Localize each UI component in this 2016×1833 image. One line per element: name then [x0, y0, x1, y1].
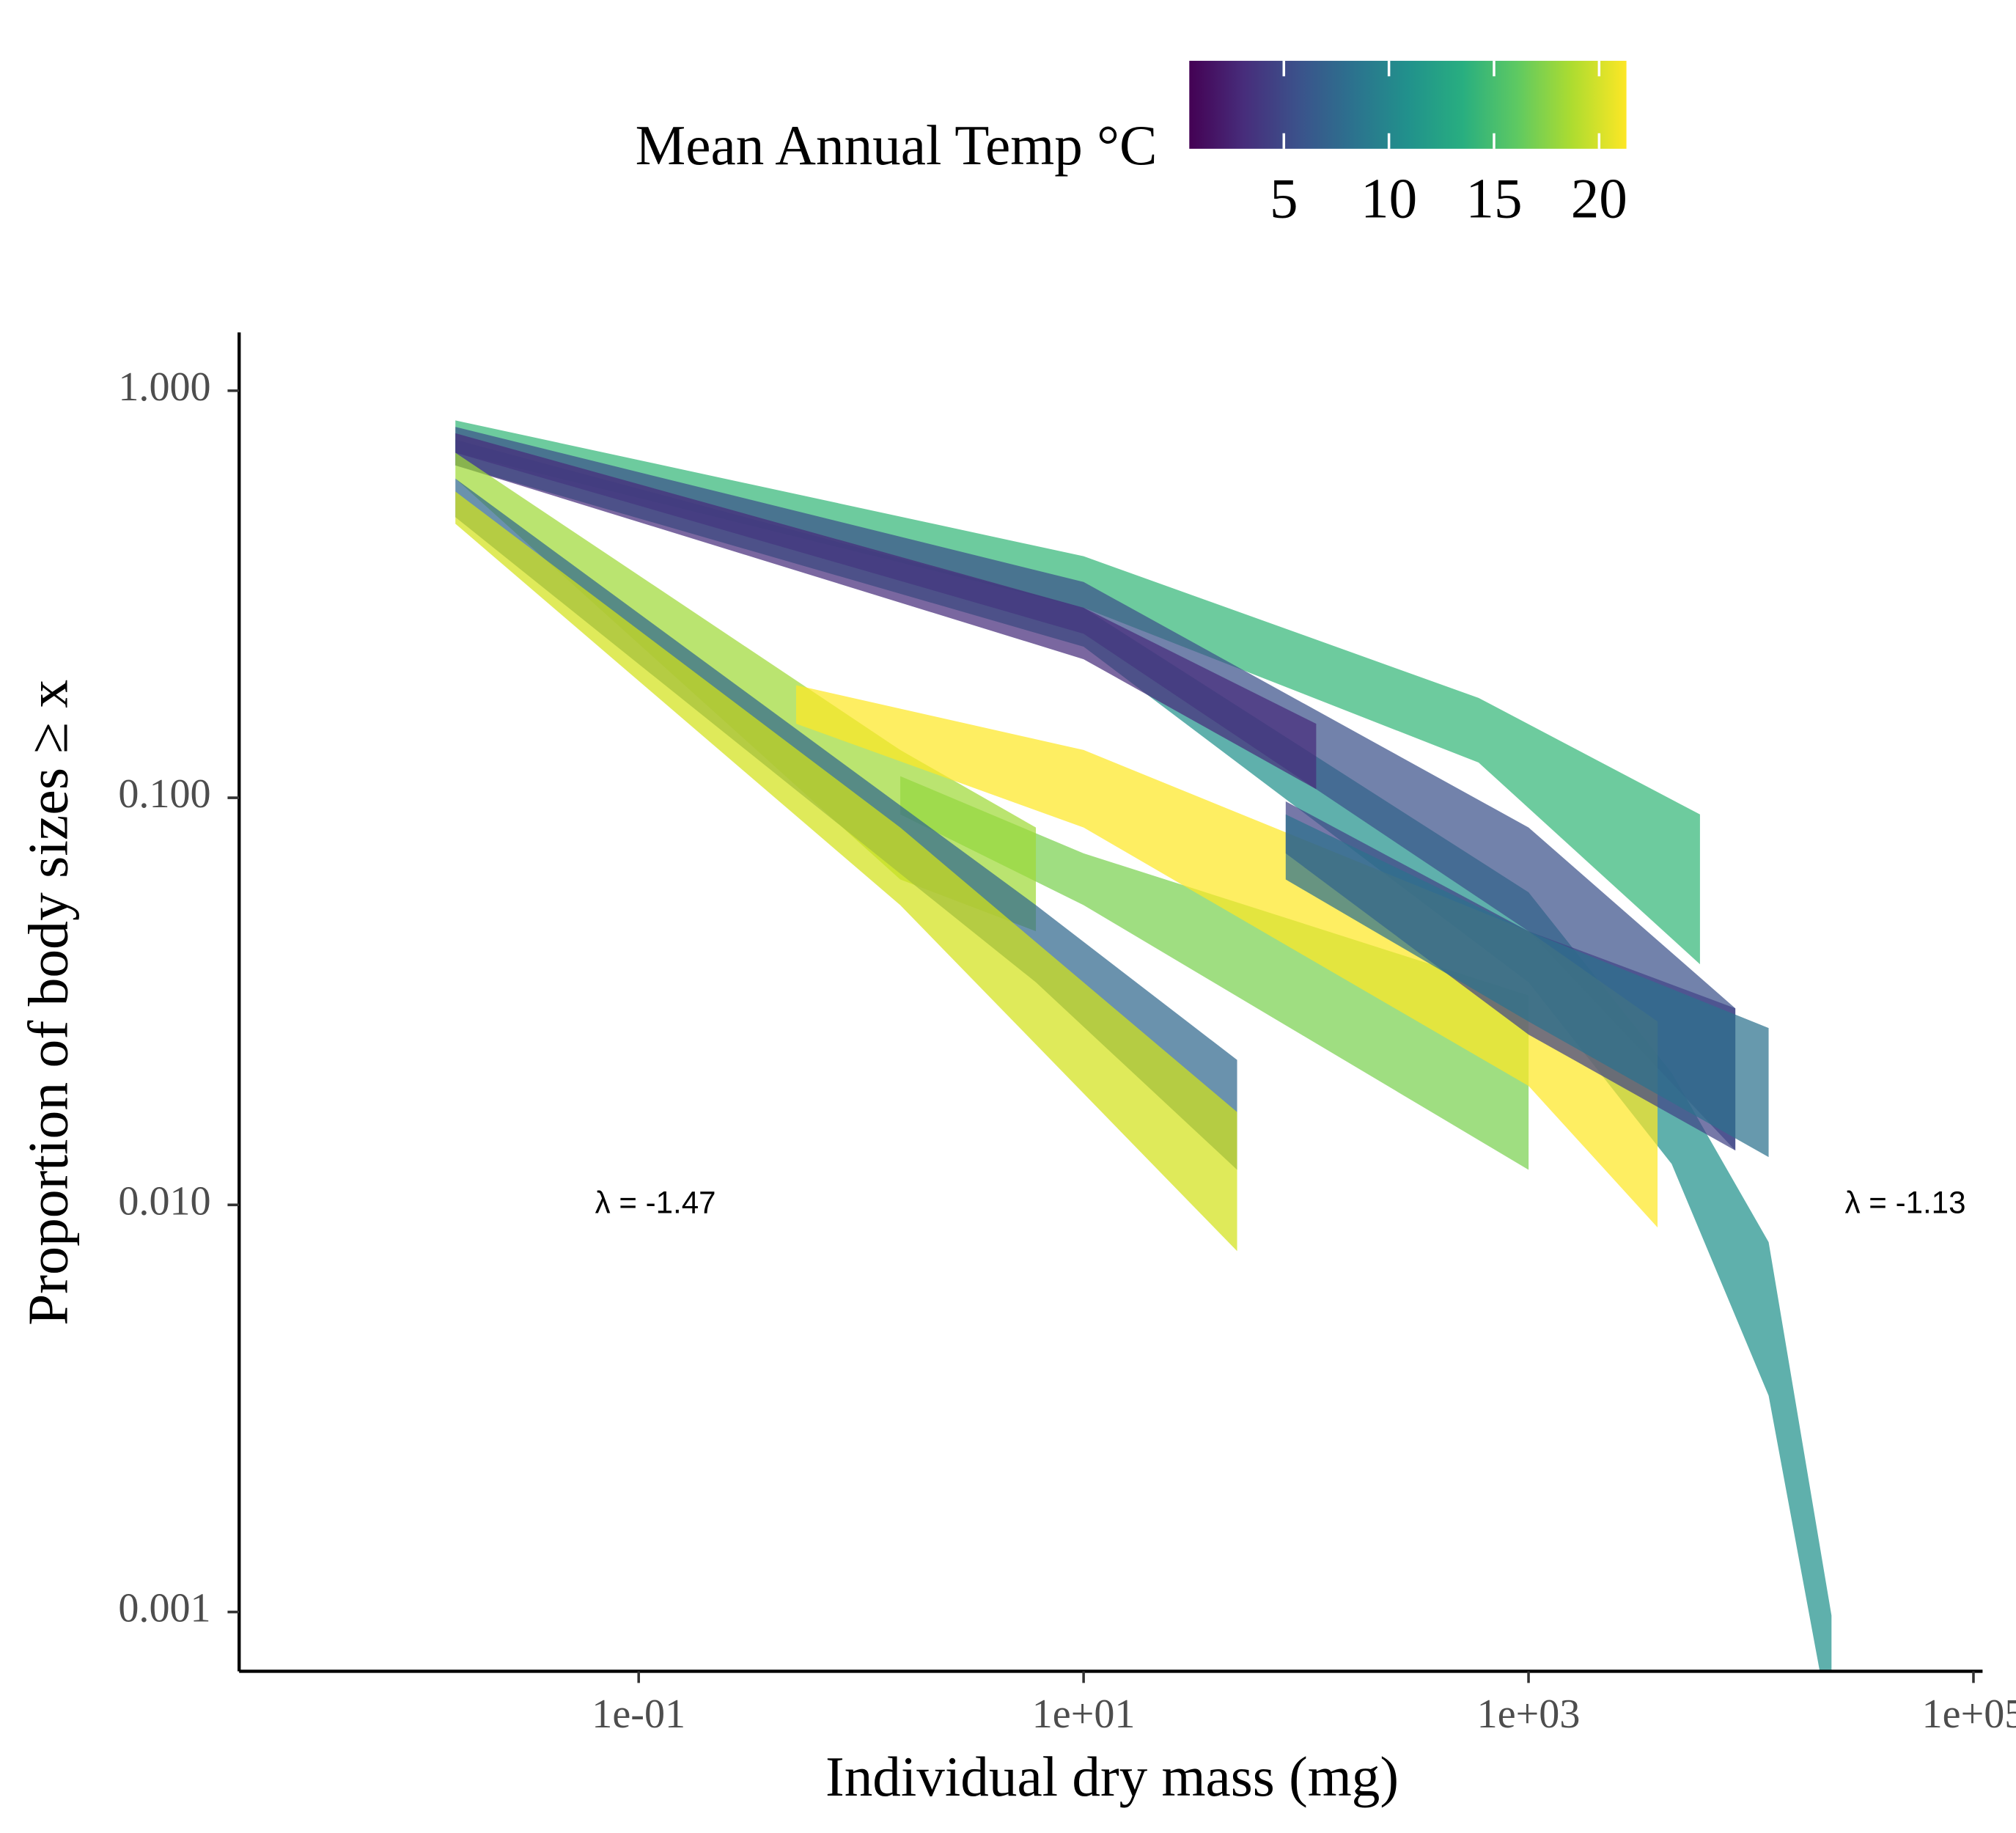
- annotation: λ = -1.13: [1845, 1185, 1966, 1219]
- y-tick-label: 1.000: [118, 364, 210, 410]
- colorbar-tick-label: 5: [1270, 166, 1298, 229]
- confidence-band: [900, 776, 1529, 1170]
- confidence-band: [1285, 814, 1769, 1158]
- confidence-band: [455, 491, 1237, 1252]
- colorbar: [1189, 60, 1627, 149]
- colorbar-tick-label: 20: [1571, 166, 1627, 229]
- confidence-band: [455, 433, 1317, 790]
- colorbar-tick-label: 10: [1361, 166, 1417, 229]
- annotation: λ = -1.47: [595, 1185, 716, 1219]
- y-axis-title: Proportion of body sizes ≥ x: [17, 680, 80, 1326]
- colorbar-tick-label: 15: [1465, 166, 1522, 229]
- y-tick-label: 0.001: [118, 1585, 210, 1631]
- x-tick-label: 1e+05: [1922, 1691, 2016, 1737]
- x-tick-label: 1e+01: [1032, 1691, 1136, 1737]
- legend-title: Mean Annual Temp °C: [636, 114, 1158, 177]
- plot-area: [455, 420, 1832, 1672]
- y-tick-label: 0.100: [118, 771, 210, 817]
- x-tick-label: 1e-01: [592, 1691, 685, 1737]
- y-tick-label: 0.010: [118, 1178, 210, 1224]
- x-axis-title: Individual dry mass (mg): [825, 1745, 1399, 1808]
- x-tick-label: 1e+03: [1477, 1691, 1581, 1737]
